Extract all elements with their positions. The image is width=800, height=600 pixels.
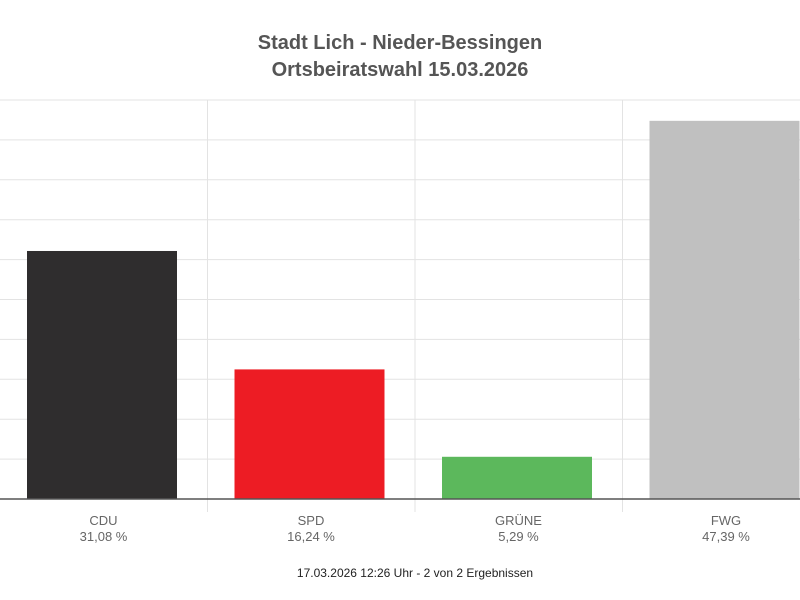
category-label: GRÜNE 5,29 % xyxy=(415,513,622,545)
party-name: SPD xyxy=(297,513,325,528)
party-name: CDU xyxy=(89,513,118,528)
party-percent: 5,29 % xyxy=(498,529,539,544)
bar-fwg xyxy=(649,120,800,500)
category-label: SPD 16,24 % xyxy=(208,513,415,545)
party-percent: 47,39 % xyxy=(702,529,750,544)
results-status: 17.03.2026 12:26 Uhr - 2 von 2 Ergebniss… xyxy=(296,566,534,580)
bar-cdu xyxy=(27,250,177,499)
bar-grüne xyxy=(442,456,592,499)
category-label: FWG 47,39 % xyxy=(623,513,800,545)
party-percent: 31,08 % xyxy=(79,529,128,544)
chart-subtitle: Ortsbeiratswahl 15.03.2026 xyxy=(271,59,529,81)
party-name: FWG xyxy=(710,513,742,528)
chart-title: Stadt Lich - Nieder-Bessingen xyxy=(257,32,543,54)
bar-spd xyxy=(234,369,385,499)
category-label: CDU 31,08 % xyxy=(0,513,207,545)
party-percent: 16,24 % xyxy=(287,529,335,544)
party-name: GRÜNE xyxy=(495,513,542,528)
